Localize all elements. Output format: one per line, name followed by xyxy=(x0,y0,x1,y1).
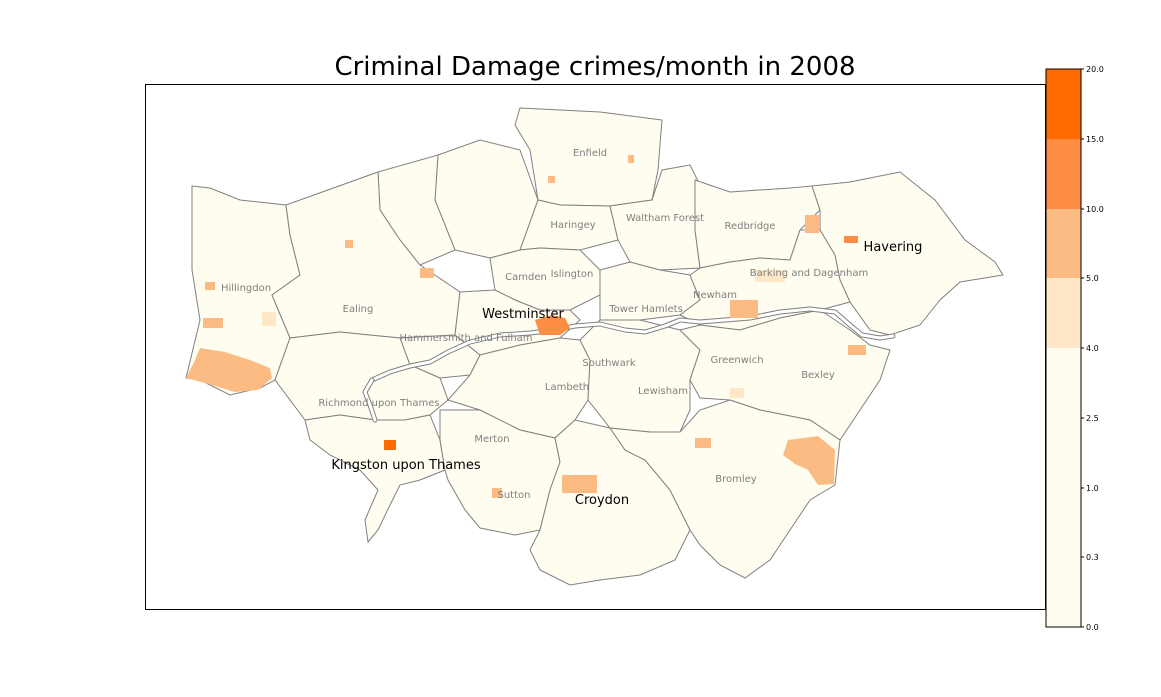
hotspot-bromley-east xyxy=(783,436,835,485)
colorbar-tick-label: 10.0 xyxy=(1086,205,1104,214)
colorbar: 0.0 0.3 1.0 2.5 4.0 5.0 10.0 15.0 20.0 xyxy=(1045,65,1104,632)
hotspot-ealing xyxy=(262,312,276,326)
colorbar-band-5-10 xyxy=(1046,209,1081,278)
label-enfield: Enfield xyxy=(573,148,607,159)
label-merton: Merton xyxy=(474,434,509,445)
hotspot-hillingdon-west xyxy=(203,318,223,328)
label-croydon: Croydon xyxy=(575,493,629,508)
hotspot-kingston xyxy=(384,440,396,450)
label-lambeth: Lambeth xyxy=(545,382,589,393)
borough-bromley[interactable] xyxy=(608,399,841,579)
label-kingston-upon-thames: Kingston upon Thames xyxy=(331,458,480,473)
colorbar-tick-label: 20.0 xyxy=(1086,65,1104,74)
label-havering: Havering xyxy=(864,240,923,255)
label-lewisham: Lewisham xyxy=(638,386,688,397)
label-waltham-forest: Waltham Forest xyxy=(626,213,704,224)
label-hillingdon: Hillingdon xyxy=(221,283,271,294)
hotspot-barking xyxy=(755,270,785,282)
colorbar-band-4-5 xyxy=(1046,278,1081,348)
hotspot-hillingdon-south xyxy=(186,348,272,392)
hotspot-layer xyxy=(186,155,866,498)
label-bromley: Bromley xyxy=(715,474,757,485)
borough-southwark-lewisham[interactable] xyxy=(579,319,701,433)
colorbar-tick-label: 4.0 xyxy=(1086,344,1099,353)
page-title: Criminal Damage crimes/month in 2008 xyxy=(334,52,856,82)
hotspot-havering-1 xyxy=(844,236,858,243)
label-hammersmith-and-fulham: Hammersmith and Fulham xyxy=(399,333,532,344)
colorbar-band-0-4 xyxy=(1046,348,1081,627)
hotspot-westminster xyxy=(535,315,570,335)
hotspot-havering-2 xyxy=(805,215,819,233)
hotspot-brent xyxy=(420,268,434,278)
colorbar-band-10-15 xyxy=(1046,139,1081,209)
hotspot-bexley xyxy=(848,345,866,355)
hotspot-sutton xyxy=(492,488,502,498)
colorbar-tick-label: 0.0 xyxy=(1086,623,1099,632)
river-thames-inner xyxy=(370,307,895,382)
label-bexley: Bexley xyxy=(801,370,835,381)
colorbar-tick-label: 1.0 xyxy=(1086,484,1099,493)
borough-layer xyxy=(185,107,1004,586)
hotspot-hillingdon-north xyxy=(205,282,215,290)
label-ealing: Ealing xyxy=(343,304,374,315)
colorbar-tick-label: 0.3 xyxy=(1086,553,1099,562)
hotspot-croydon xyxy=(562,475,597,493)
river-thames-west-inner xyxy=(363,378,377,422)
borough-greenwich-bexley[interactable] xyxy=(679,309,891,441)
label-barking-and-dagenham: Barking and Dagenham xyxy=(750,268,868,279)
label-sutton: Sutton xyxy=(498,490,531,501)
colorbar-band-15-20 xyxy=(1046,69,1081,139)
label-southwark: Southwark xyxy=(582,358,635,369)
label-camden: Camden xyxy=(505,272,547,283)
label-islington: Islington xyxy=(551,269,594,280)
label-newham: Newham xyxy=(693,290,737,301)
label-tower-hamlets: Tower Hamlets xyxy=(608,304,683,315)
colorbar-tick-label: 2.5 xyxy=(1086,414,1099,423)
hotspot-enfield-2 xyxy=(628,155,634,163)
colorbar-tick-label: 15.0 xyxy=(1086,135,1104,144)
hotspot-newham xyxy=(730,300,758,318)
label-greenwich: Greenwich xyxy=(710,355,763,366)
colorbar-tick-label: 5.0 xyxy=(1086,274,1099,283)
label-redbridge: Redbridge xyxy=(724,221,775,232)
hotspot-harrow xyxy=(345,240,353,248)
label-richmond-upon-thames: Richmond upon Thames xyxy=(318,398,439,409)
label-haringey: Haringey xyxy=(550,220,595,231)
hotspot-greenwich xyxy=(730,388,744,398)
label-layer: Enfield Waltham Forest Haringey Redbridg… xyxy=(221,148,923,508)
hotspot-enfield-1 xyxy=(548,176,555,183)
label-westminster: Westminster xyxy=(482,307,564,322)
hotspot-bromley-west xyxy=(695,438,711,448)
borough-kingston[interactable] xyxy=(304,414,446,544)
